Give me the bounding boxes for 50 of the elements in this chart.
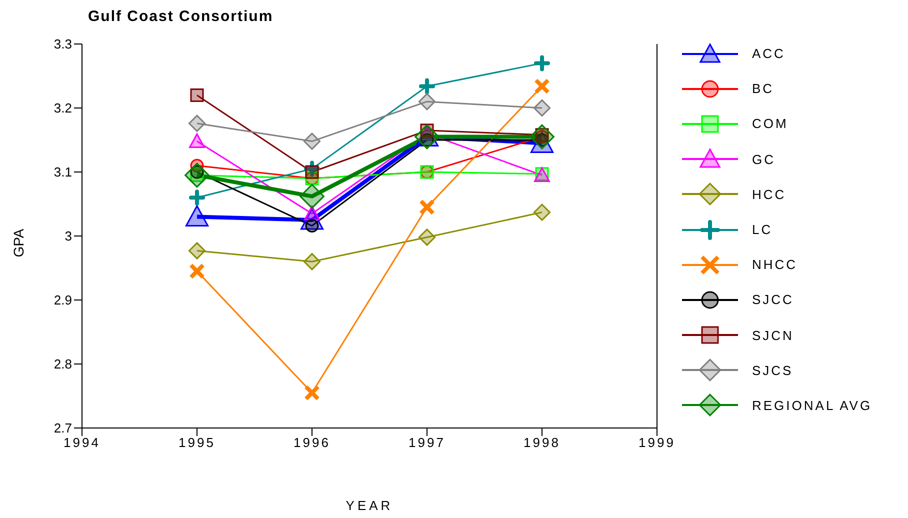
x-axis-title: YEAR xyxy=(346,498,394,513)
y-tick-label: 3.3 xyxy=(54,36,72,52)
legend-label: NHCC xyxy=(752,257,798,272)
point xyxy=(304,384,320,401)
point xyxy=(534,78,550,94)
x-tick-label: 1996 xyxy=(294,435,330,450)
point xyxy=(305,165,319,179)
y-tick-label: 2.9 xyxy=(54,292,72,308)
legend-label: SJCN xyxy=(752,328,794,343)
point xyxy=(419,78,435,94)
point xyxy=(533,99,551,117)
point xyxy=(533,204,551,221)
y-tick-label: 3.1 xyxy=(54,164,72,180)
x-tick-label: 1997 xyxy=(408,435,446,450)
legend-label: SJCS xyxy=(752,362,794,378)
legend-label: COM xyxy=(752,116,788,132)
y-tick-label: 2.8 xyxy=(54,356,72,372)
legend-label: LC xyxy=(752,222,773,238)
x-tick-label: 1998 xyxy=(524,435,560,450)
x-tick-label: 1999 xyxy=(638,435,676,450)
legend-label: GC xyxy=(752,152,776,167)
point xyxy=(189,263,205,280)
point xyxy=(185,205,209,227)
y-axis-title: GPA xyxy=(10,228,26,258)
point xyxy=(418,93,436,110)
point xyxy=(188,114,206,132)
legend-label: REGIONAL AVG xyxy=(752,398,872,413)
point xyxy=(189,190,205,206)
point xyxy=(188,242,206,260)
point xyxy=(303,253,321,270)
legend-label: SJCC xyxy=(752,292,794,308)
legend-label: BC xyxy=(752,81,774,96)
y-tick-label: 3 xyxy=(64,228,72,244)
point xyxy=(419,199,435,216)
y-tick-label: 2.7 xyxy=(54,420,72,436)
x-tick-label: 1994 xyxy=(64,435,100,450)
legend-label: ACC xyxy=(752,46,786,62)
point xyxy=(530,124,554,150)
legend-label: HCC xyxy=(752,186,786,202)
point xyxy=(418,228,436,246)
chart-title: Gulf Coast Consortium xyxy=(88,8,274,25)
point xyxy=(189,133,205,148)
y-tick-label: 3.2 xyxy=(54,100,72,116)
point xyxy=(304,160,320,177)
point xyxy=(300,184,324,209)
point xyxy=(184,162,210,188)
x-tick-label: 1995 xyxy=(178,435,216,450)
point xyxy=(190,88,204,102)
point xyxy=(534,55,550,72)
point xyxy=(303,132,321,150)
